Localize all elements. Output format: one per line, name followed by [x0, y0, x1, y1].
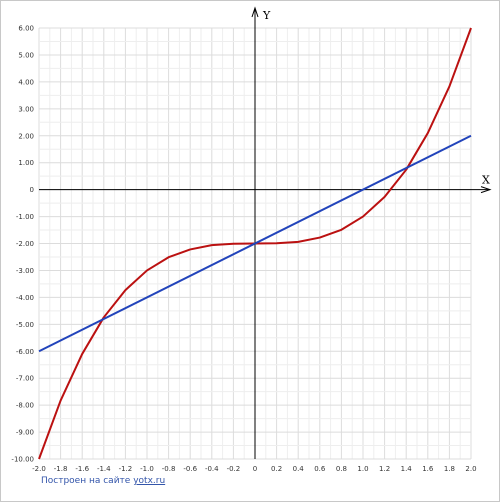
x-tick-label: 1.2: [379, 465, 390, 473]
y-tick-label: 4.00: [18, 78, 34, 86]
x-axis-label: X: [482, 174, 490, 187]
y-tick-label: 6.00: [18, 25, 34, 33]
y-tick-label: -9.00: [16, 429, 34, 437]
x-tick-label: 2.0: [465, 465, 476, 473]
x-axis-arrow: [480, 186, 492, 194]
y-tick-label: 0: [30, 186, 34, 194]
y-tick-label: -10.00: [11, 456, 34, 464]
footer-text: Построен на сайте: [41, 476, 131, 486]
x-tick-label: 1.0: [357, 465, 368, 473]
x-tick-label: -0.6: [183, 465, 197, 473]
footer-credit: Построен на сайте yotx.ru: [41, 476, 165, 486]
y-tick-label: -7.00: [16, 375, 34, 383]
x-tick-label: 1.8: [444, 465, 455, 473]
x-tick-label: -1.6: [75, 465, 89, 473]
y-tick-label: -6.00: [16, 348, 34, 356]
y-tick-label: 3.00: [18, 105, 34, 113]
x-tick-label: -0.2: [227, 465, 241, 473]
y-tick-label: -5.00: [16, 321, 34, 329]
x-tick-label: -1.0: [140, 465, 154, 473]
y-tick-label: -1.00: [16, 213, 34, 221]
x-tick-label: -1.4: [97, 465, 111, 473]
y-tick-label: -3.00: [16, 267, 34, 275]
y-tick-label: 2.00: [18, 132, 34, 140]
y-tick-label: 5.00: [18, 51, 34, 59]
x-tick-label: 1.6: [422, 465, 434, 473]
x-tick-label: 0.4: [293, 465, 305, 473]
x-tick-label: -0.8: [162, 465, 176, 473]
y-tick-label: -4.00: [16, 294, 34, 302]
x-tick-label: 0.8: [336, 465, 347, 473]
footer-link[interactable]: yotx.ru: [133, 476, 166, 486]
x-tick-label: 0.2: [271, 465, 282, 473]
y-axis-label: Y: [262, 9, 271, 22]
y-tick-label: 1.00: [18, 159, 34, 167]
x-tick-label: -1.8: [54, 465, 68, 473]
y-tick-label: -8.00: [16, 402, 34, 410]
x-tick-label: 0: [253, 465, 257, 473]
x-tick-label: -2.0: [32, 465, 46, 473]
x-tick-label: 0.6: [314, 465, 326, 473]
x-tick-label: -0.4: [205, 465, 219, 473]
y-axis-arrow: [251, 6, 259, 18]
y-tick-label: -2.00: [16, 240, 34, 248]
x-tick-label: -1.2: [119, 465, 133, 473]
series-line-2: [38, 134, 472, 353]
x-tick-label: 1.4: [401, 465, 413, 473]
